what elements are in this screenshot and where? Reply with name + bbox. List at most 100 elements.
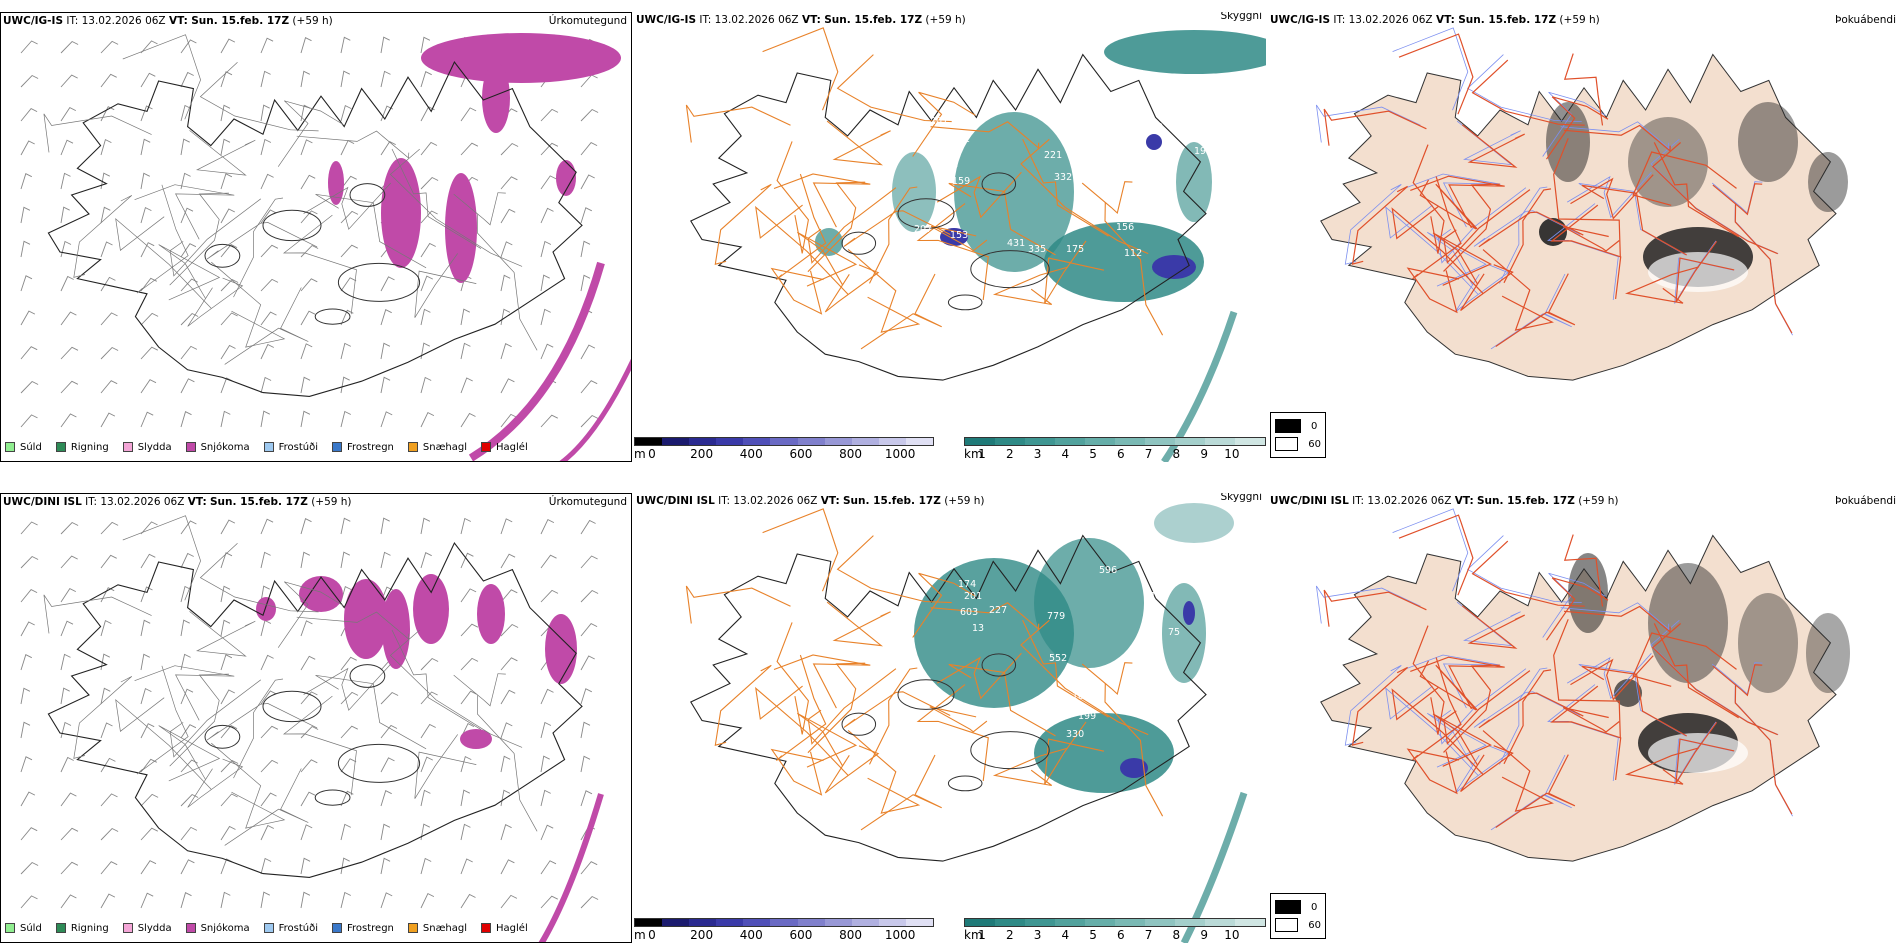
road-line <box>1473 691 1581 728</box>
wind-barb <box>500 623 519 637</box>
iceland-coastline <box>47 60 583 397</box>
precip-legend-swatch <box>263 442 274 452</box>
wind-barb <box>20 206 31 224</box>
wind-barb <box>100 380 118 394</box>
road-line <box>685 104 791 143</box>
road-line <box>1624 747 1699 785</box>
colorbar-step <box>824 919 852 926</box>
wind-barb <box>500 208 516 224</box>
wind-barb <box>60 555 78 569</box>
wind-barb <box>220 725 238 739</box>
wind-barb <box>380 724 398 739</box>
glacier-outline <box>262 690 322 723</box>
panel-parameter-label: Úrkomutegund <box>548 15 627 27</box>
wind-barb <box>580 790 593 807</box>
colorbar-step <box>716 919 744 926</box>
wind-barb <box>220 71 233 88</box>
road-line <box>206 222 318 260</box>
road-line <box>122 515 201 601</box>
road-line <box>1437 187 1527 264</box>
snowfall-band <box>468 261 605 461</box>
wind-barb <box>460 858 473 875</box>
road-line <box>303 663 392 711</box>
wind-barb <box>540 860 557 875</box>
ceiling-height-label: 75 <box>1168 627 1180 638</box>
road-line <box>315 674 427 750</box>
colorbar-step <box>662 438 690 445</box>
wind-barb <box>100 206 111 224</box>
colorbar-step <box>1175 919 1205 926</box>
road-line <box>1391 206 1484 294</box>
precip-legend-item: Slydda <box>122 442 172 453</box>
wind-barb <box>500 894 518 909</box>
wind-barb <box>540 175 557 190</box>
road-line <box>1454 745 1510 794</box>
wind-barb <box>420 411 435 428</box>
wind-barb <box>180 411 192 428</box>
road-line <box>414 734 477 799</box>
wind-barb <box>380 276 395 292</box>
colorbar-tick: 8 <box>1172 447 1181 461</box>
colorbar-step <box>770 438 798 445</box>
wind-barb <box>580 861 598 875</box>
precip-legend-swatch <box>407 442 418 452</box>
wind-barb <box>220 759 239 773</box>
road-line <box>1344 184 1402 265</box>
road-line <box>762 508 839 592</box>
glacier-outline <box>981 653 1017 677</box>
wind-barb <box>460 690 477 705</box>
colorbar-tick: 200 <box>690 928 714 942</box>
panel-title: UWC/DINI ISL IT: 13.02.2026 06Z VT: Sun.… <box>3 496 352 508</box>
wind-barb <box>340 244 359 258</box>
road-line <box>477 213 538 351</box>
road-line <box>685 585 791 624</box>
colorbar-row <box>964 437 1266 446</box>
snowfall-area <box>482 63 510 133</box>
wind-barb <box>460 657 479 671</box>
visibility-area <box>1034 713 1174 793</box>
ceiling-height-label: 192 <box>1194 146 1212 157</box>
road-line <box>1437 668 1527 745</box>
snowfall-area <box>556 160 576 196</box>
road-line <box>796 231 858 287</box>
visibility-area <box>892 152 936 232</box>
wind-barb <box>420 342 431 360</box>
fog-indicator-legend: 0 60 <box>1270 412 1326 458</box>
road-line <box>1503 669 1552 765</box>
precip-legend-label: Haglél <box>496 441 528 453</box>
wind-barb <box>540 414 559 428</box>
wind-barb <box>340 210 359 224</box>
ceiling-height-label: 221 <box>1044 150 1062 161</box>
wind-barb <box>420 71 432 88</box>
ceiling-height-label: 603 <box>960 607 978 618</box>
wind-barb <box>260 410 271 428</box>
wind-barb <box>60 346 79 360</box>
colorbar-unit: m <box>634 447 646 461</box>
wind-barb <box>220 138 231 156</box>
wind-barb <box>140 586 153 603</box>
wind-barb <box>540 308 551 326</box>
wind-barb <box>140 312 159 326</box>
colorbar-tick: 800 <box>839 928 862 942</box>
wind-barb <box>580 108 599 122</box>
road-line <box>187 758 244 808</box>
wind-barb <box>220 585 231 603</box>
road-line <box>1478 211 1584 248</box>
road-line <box>1495 754 1576 828</box>
road-line <box>277 581 344 648</box>
colorbar-step <box>1235 438 1265 445</box>
precip-legend-item: Frostúði <box>263 923 318 934</box>
ceiling-height-label: 335 <box>1028 244 1046 255</box>
wind-barb <box>60 721 72 739</box>
wind-barb <box>380 342 391 360</box>
road-line <box>122 34 201 120</box>
wind-barb <box>220 689 236 705</box>
wind-barb <box>420 242 436 258</box>
wind-barb <box>540 343 554 360</box>
glacier-outline <box>349 183 386 207</box>
iceland-coastline <box>690 534 1207 862</box>
wind-barb <box>100 653 111 671</box>
wind-barb <box>140 619 151 637</box>
road-line <box>453 673 506 707</box>
wind-barb <box>140 793 159 807</box>
